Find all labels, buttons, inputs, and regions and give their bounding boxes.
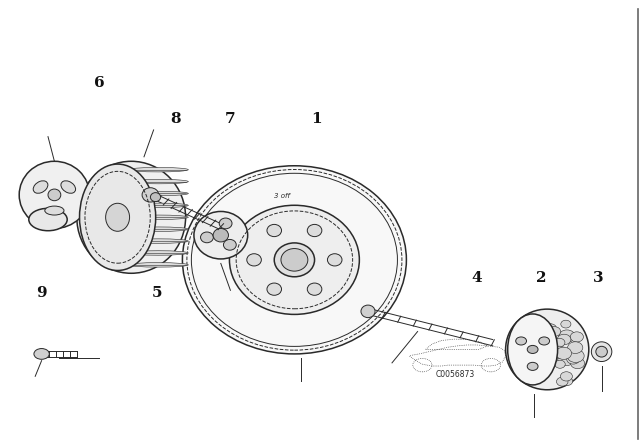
Ellipse shape <box>194 211 248 259</box>
Ellipse shape <box>508 314 557 385</box>
Ellipse shape <box>568 342 583 353</box>
Ellipse shape <box>561 320 571 328</box>
Ellipse shape <box>33 181 48 193</box>
Ellipse shape <box>129 263 188 267</box>
Ellipse shape <box>555 360 565 368</box>
Text: 9: 9 <box>36 286 47 301</box>
Ellipse shape <box>129 203 188 207</box>
Ellipse shape <box>129 227 188 232</box>
Ellipse shape <box>328 254 342 266</box>
Ellipse shape <box>34 349 49 359</box>
Ellipse shape <box>558 353 574 366</box>
Text: 3: 3 <box>593 271 604 285</box>
Ellipse shape <box>361 305 375 318</box>
Ellipse shape <box>29 208 67 231</box>
Ellipse shape <box>516 337 527 345</box>
Ellipse shape <box>552 346 567 358</box>
Ellipse shape <box>220 218 232 229</box>
Ellipse shape <box>129 191 188 196</box>
Ellipse shape <box>566 354 580 364</box>
Ellipse shape <box>129 239 188 243</box>
Ellipse shape <box>129 168 188 172</box>
Ellipse shape <box>150 193 161 202</box>
Ellipse shape <box>79 164 156 271</box>
Ellipse shape <box>552 348 564 358</box>
Ellipse shape <box>549 345 561 355</box>
Ellipse shape <box>506 309 589 390</box>
Ellipse shape <box>213 228 228 242</box>
Ellipse shape <box>129 215 188 220</box>
Text: 5: 5 <box>152 286 162 301</box>
Ellipse shape <box>129 179 188 184</box>
Ellipse shape <box>61 181 76 193</box>
Ellipse shape <box>142 188 159 202</box>
Ellipse shape <box>548 327 561 336</box>
Text: 6: 6 <box>94 76 104 90</box>
Text: 7: 7 <box>225 112 236 126</box>
Ellipse shape <box>200 232 213 243</box>
Ellipse shape <box>561 372 572 381</box>
Ellipse shape <box>267 224 282 237</box>
Ellipse shape <box>556 347 572 359</box>
Ellipse shape <box>307 224 322 237</box>
Text: 2: 2 <box>536 271 546 285</box>
Ellipse shape <box>275 243 315 277</box>
Ellipse shape <box>527 345 538 353</box>
Ellipse shape <box>19 161 90 228</box>
Ellipse shape <box>570 332 584 342</box>
Ellipse shape <box>596 346 607 357</box>
Ellipse shape <box>559 330 575 342</box>
Ellipse shape <box>557 377 568 386</box>
Ellipse shape <box>307 283 322 295</box>
Ellipse shape <box>106 203 129 231</box>
Ellipse shape <box>129 251 188 255</box>
Text: 3 off: 3 off <box>274 193 290 199</box>
Ellipse shape <box>45 206 64 215</box>
Ellipse shape <box>182 166 406 354</box>
Ellipse shape <box>561 377 573 386</box>
Text: C0056873: C0056873 <box>436 370 476 379</box>
Ellipse shape <box>267 283 282 295</box>
Ellipse shape <box>527 362 538 370</box>
Ellipse shape <box>48 189 61 201</box>
Text: 1: 1 <box>312 112 322 126</box>
Text: 4: 4 <box>472 271 482 285</box>
Ellipse shape <box>567 349 584 362</box>
Ellipse shape <box>570 358 584 369</box>
Ellipse shape <box>554 338 565 347</box>
Ellipse shape <box>281 249 308 271</box>
Ellipse shape <box>557 334 571 345</box>
Ellipse shape <box>77 161 186 273</box>
Ellipse shape <box>539 337 550 345</box>
Ellipse shape <box>591 342 612 362</box>
Ellipse shape <box>247 254 261 266</box>
Ellipse shape <box>223 239 236 250</box>
Ellipse shape <box>544 324 557 334</box>
Ellipse shape <box>230 205 360 314</box>
Text: 8: 8 <box>171 112 181 126</box>
